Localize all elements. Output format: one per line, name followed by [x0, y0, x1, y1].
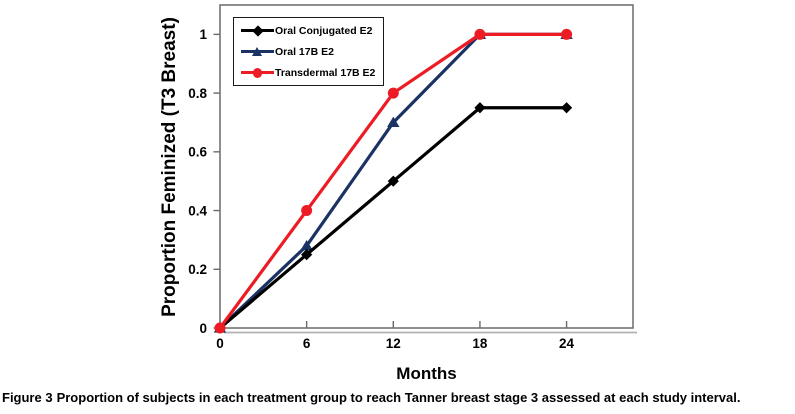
diamond-marker [387, 175, 399, 187]
legend-label: Oral 17B E2 [275, 45, 334, 58]
caption-text: Proportion of subjects in each treatment… [56, 390, 741, 405]
y-tick-label: 0.2 [188, 262, 207, 277]
circle-marker [301, 205, 313, 217]
legend-item-1: Oral 17B E2 [241, 41, 375, 62]
circle-marker [561, 28, 573, 40]
legend: Oral Conjugated E2 Oral 17B E2 Transderm… [233, 17, 385, 86]
diamond-marker [560, 102, 573, 114]
x-tick-label: 0 [216, 336, 224, 351]
circle-marker-icon [252, 68, 262, 78]
x-tick-label: 24 [559, 336, 575, 351]
legend-label: Transdermal 17B E2 [275, 66, 376, 79]
triangle-marker [387, 116, 400, 128]
x-tick-label: 6 [303, 336, 311, 351]
x-tick-label: 12 [386, 336, 401, 351]
y-tick-label: 0.6 [188, 145, 207, 160]
diamond-marker [474, 102, 486, 114]
circle-marker [474, 28, 486, 40]
y-axis-label: Proportion Feminized (T3 Breast) [159, 17, 180, 317]
legend-item-0: Oral Conjugated E2 [241, 20, 375, 41]
x-tick-label: 18 [472, 336, 488, 351]
x-axis-label: Months [396, 364, 457, 383]
y-tick-label: 0.8 [188, 86, 207, 101]
y-tick-label: 1 [199, 27, 207, 42]
legend-item-2: Transdermal 17B E2 [241, 62, 375, 83]
circle-marker [387, 87, 399, 99]
y-tick-label: 0 [199, 321, 207, 336]
legend-sample-1 [241, 46, 274, 58]
plot-frame [219, 4, 634, 329]
legend-label: Oral Conjugated E2 [275, 24, 373, 37]
caption-label: Figure 3 [2, 390, 53, 405]
triangle-marker-icon [252, 47, 262, 56]
legend-sample-0 [241, 24, 274, 37]
figure-caption: Figure 3 Proportion of subjects in each t… [2, 390, 794, 405]
legend-sample-2 [241, 67, 274, 79]
y-tick-label: 0.4 [188, 203, 207, 218]
diamond-marker-icon [251, 24, 264, 37]
triangle-marker [300, 239, 313, 251]
diamond-marker [301, 248, 313, 261]
circle-marker [214, 322, 226, 334]
series-line-0 [218, 106, 567, 330]
